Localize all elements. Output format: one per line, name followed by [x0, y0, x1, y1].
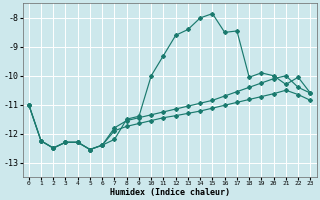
X-axis label: Humidex (Indice chaleur): Humidex (Indice chaleur) — [109, 188, 229, 197]
